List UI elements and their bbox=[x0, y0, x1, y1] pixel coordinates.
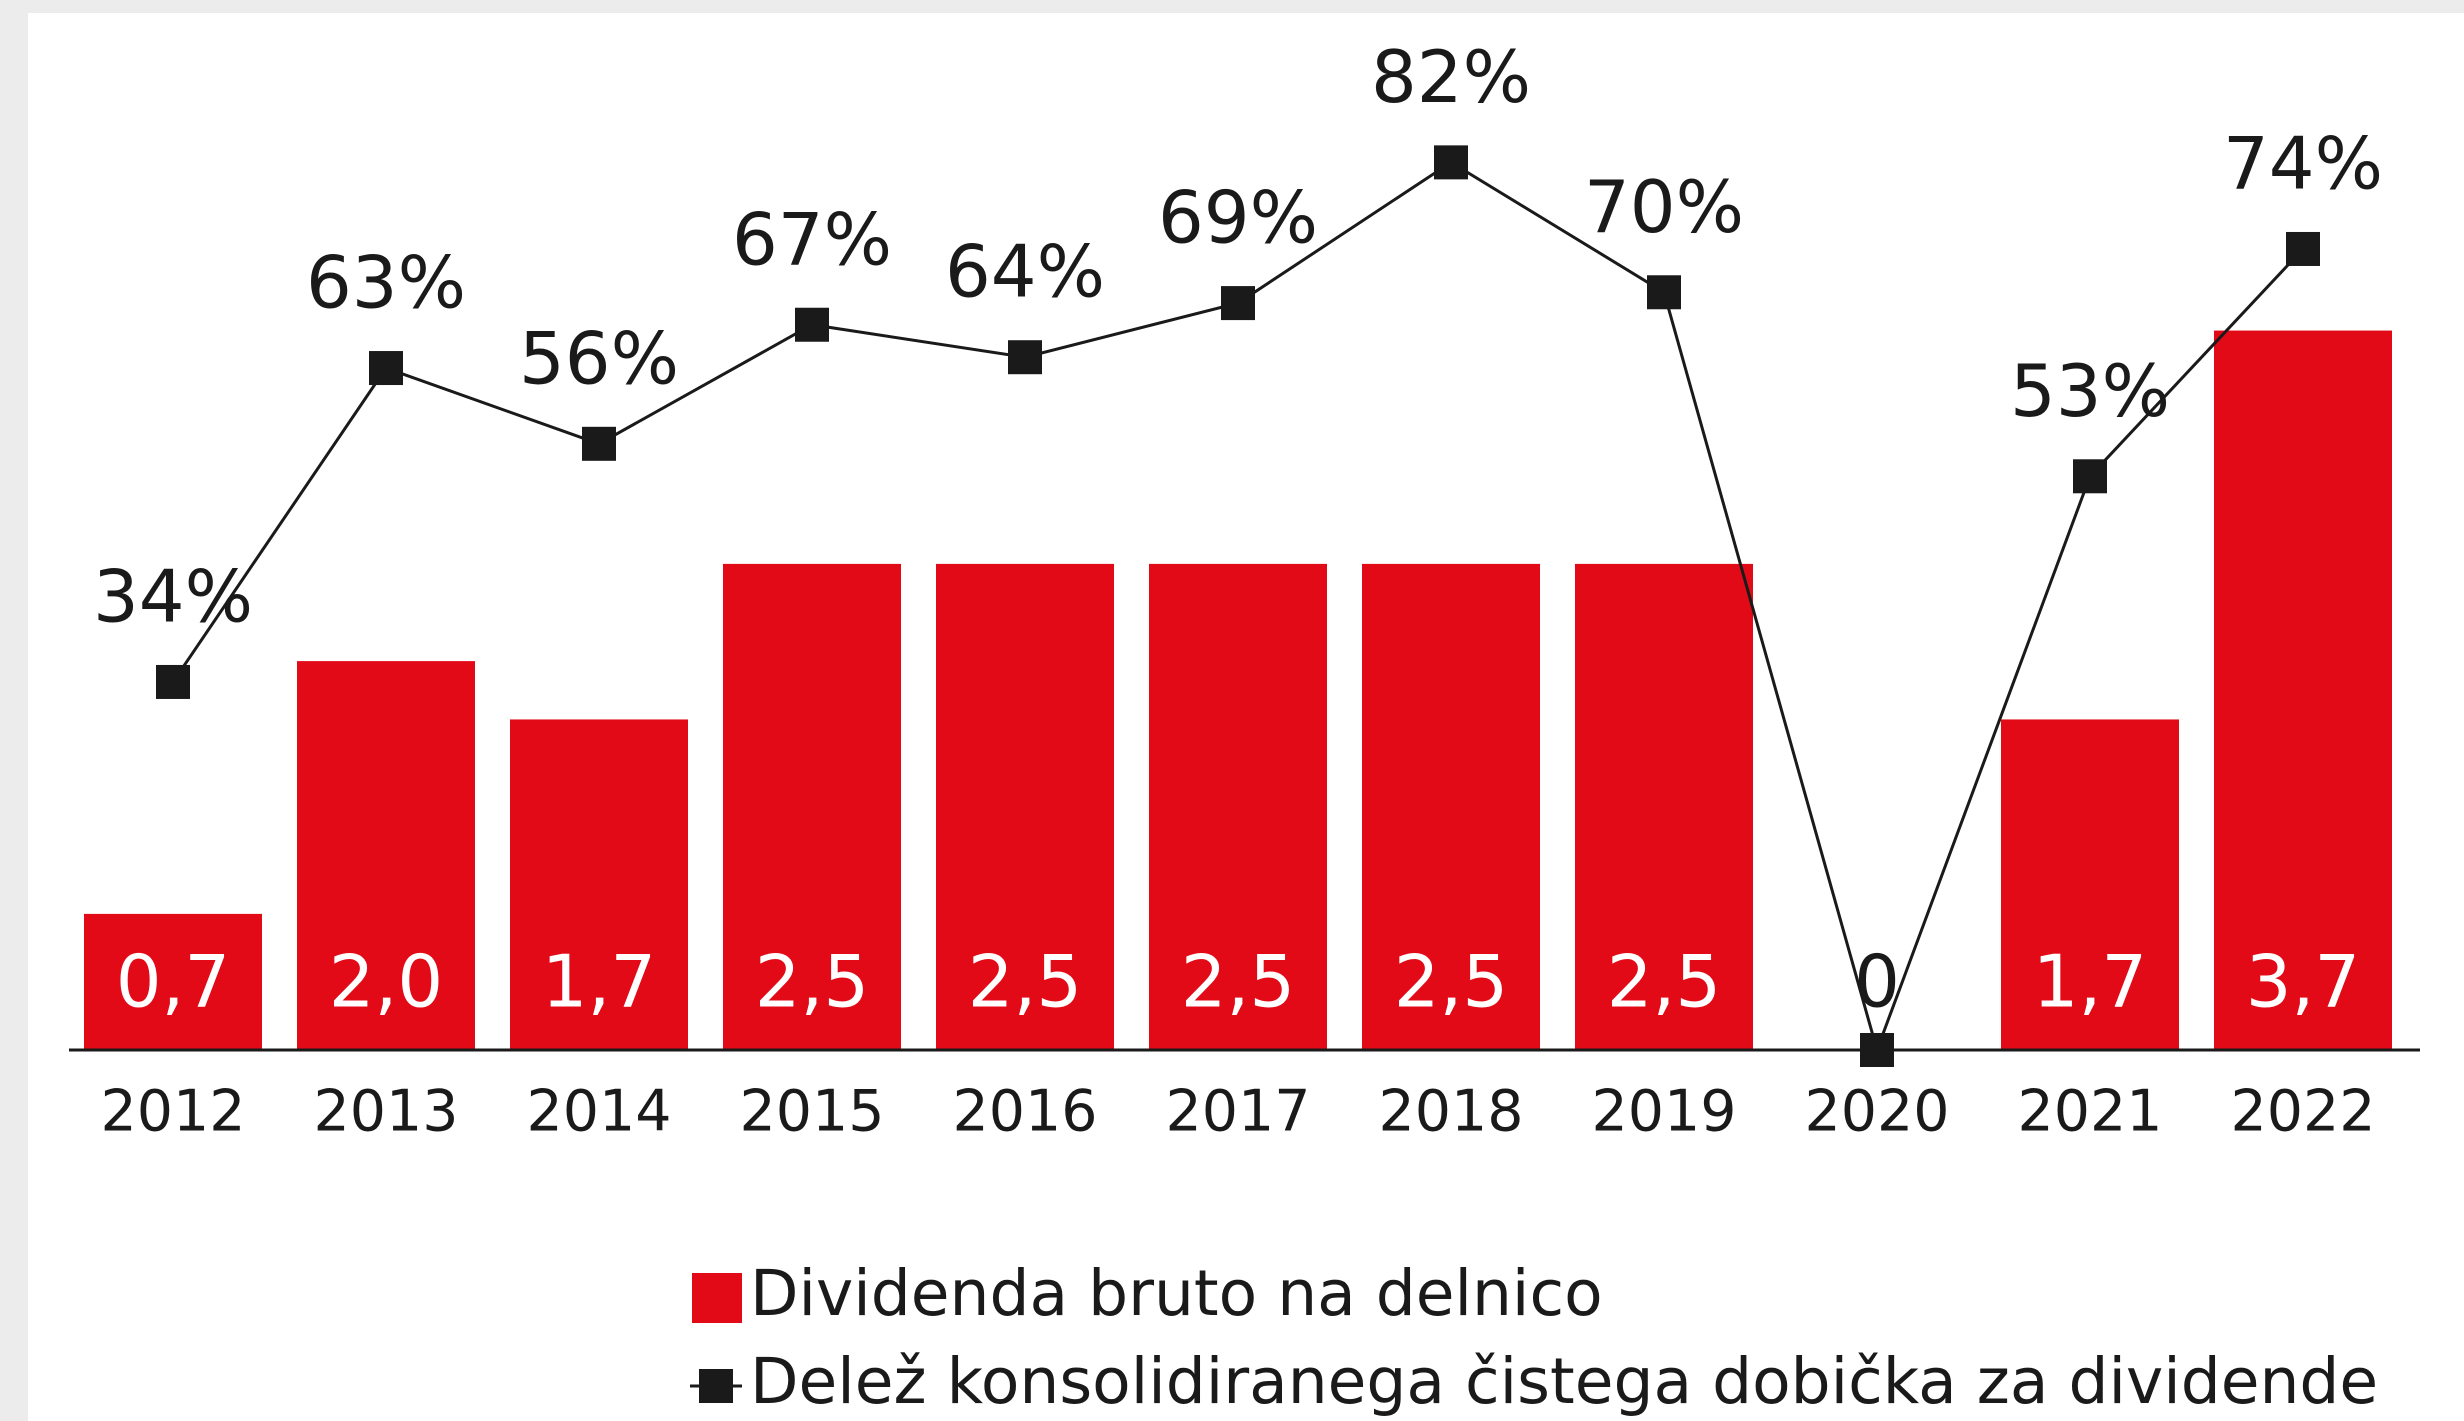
bar bbox=[84, 913, 262, 1050]
line-marker bbox=[369, 351, 403, 386]
x-tick-label: 2014 bbox=[526, 1079, 671, 1145]
line-value-label: 63% bbox=[306, 241, 466, 325]
line-value-label: 34% bbox=[93, 554, 253, 638]
line-marker bbox=[1434, 145, 1468, 180]
bar bbox=[2001, 719, 2179, 1050]
bar bbox=[1149, 563, 1327, 1050]
line-marker bbox=[582, 426, 616, 461]
legend-label: Delež konsolidiranega čistega dobička za… bbox=[750, 1345, 2378, 1418]
line-marker bbox=[156, 664, 190, 699]
line-value-label: 69% bbox=[1158, 176, 1318, 260]
legend-swatch bbox=[692, 1273, 742, 1323]
x-tick-label: 2021 bbox=[2017, 1079, 2162, 1145]
line-marker bbox=[1860, 1033, 1894, 1067]
bar-value-label: 2,5 bbox=[1607, 940, 1722, 1024]
line-value-label: 64% bbox=[945, 230, 1105, 314]
x-tick-label: 2020 bbox=[1804, 1079, 1949, 1145]
bar bbox=[2214, 330, 2392, 1050]
legend-marker bbox=[699, 1369, 733, 1403]
x-tick-label: 2017 bbox=[1165, 1079, 1310, 1145]
x-tick-label: 2019 bbox=[1591, 1079, 1736, 1145]
line-marker bbox=[795, 307, 829, 342]
bar-value-label: 1,7 bbox=[542, 940, 657, 1024]
line-marker bbox=[1647, 275, 1681, 310]
line-value-label: 70% bbox=[1584, 165, 1744, 249]
bar bbox=[510, 719, 688, 1050]
line-value-label: 74% bbox=[2223, 121, 2383, 205]
legend-label: Dividenda bruto na delnico bbox=[750, 1257, 1603, 1330]
bar-value-label: 2,5 bbox=[755, 940, 870, 1024]
bar bbox=[297, 661, 475, 1050]
bar-value-label: 2,0 bbox=[329, 940, 444, 1024]
line-value-label: 53% bbox=[2010, 349, 2170, 433]
line-value-label: 56% bbox=[519, 316, 679, 400]
bar-value-label: 3,7 bbox=[2246, 940, 2361, 1024]
x-tick-label: 2022 bbox=[2230, 1079, 2375, 1145]
line-marker bbox=[1221, 286, 1255, 321]
line-value-label: 82% bbox=[1371, 35, 1531, 119]
bar-value-label: 0,7 bbox=[116, 940, 231, 1024]
line-marker bbox=[1008, 340, 1042, 375]
bar bbox=[723, 563, 901, 1050]
bar bbox=[936, 563, 1114, 1050]
x-tick-label: 2018 bbox=[1378, 1079, 1523, 1145]
x-tick-label: 2012 bbox=[100, 1079, 245, 1145]
line-value-label: 67% bbox=[732, 197, 892, 281]
line-marker bbox=[2073, 459, 2107, 494]
bar-value-label: 1,7 bbox=[2033, 940, 2148, 1024]
bar-value-label: 2,5 bbox=[968, 940, 1083, 1024]
bar-value-label: 2,5 bbox=[1394, 940, 1509, 1024]
bar-value-label: 2,5 bbox=[1181, 940, 1296, 1024]
line-marker bbox=[2286, 231, 2320, 266]
x-tick-label: 2013 bbox=[313, 1079, 458, 1145]
bar bbox=[1362, 563, 1540, 1050]
bar bbox=[1575, 563, 1753, 1050]
x-tick-label: 2015 bbox=[739, 1079, 884, 1145]
x-tick-label: 2016 bbox=[952, 1079, 1097, 1145]
